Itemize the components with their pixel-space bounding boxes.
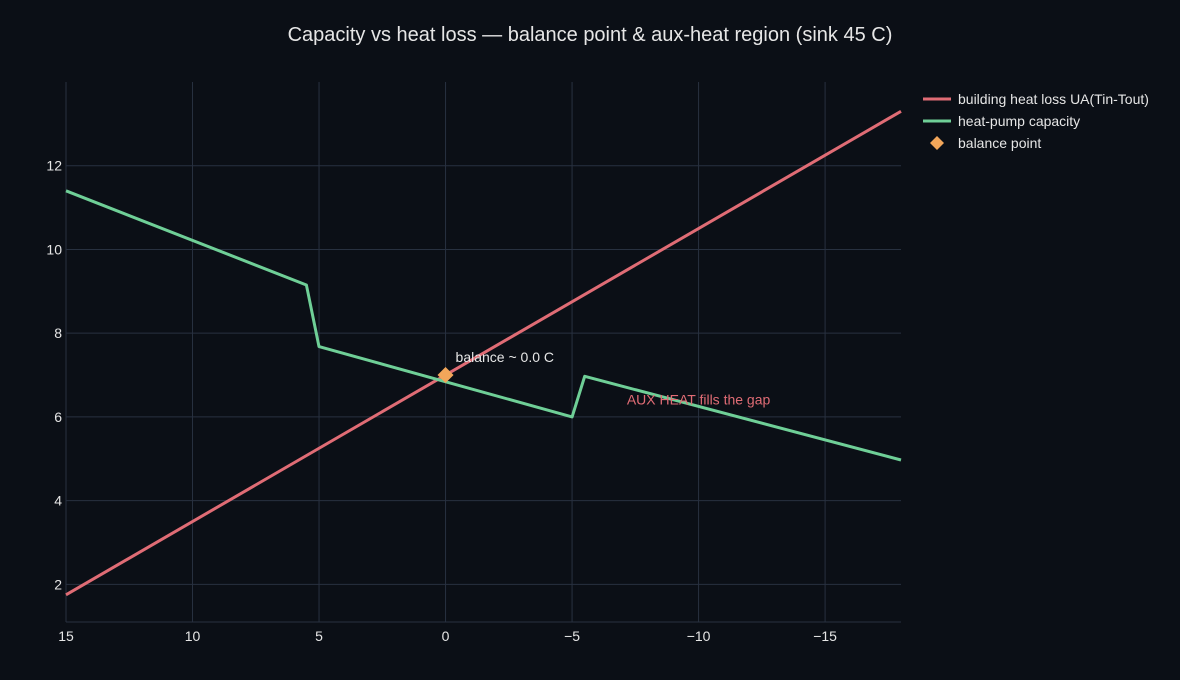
series-layer bbox=[65, 110, 902, 597]
y-tick-label: 12 bbox=[46, 158, 62, 174]
y-tick-label: 10 bbox=[46, 241, 62, 257]
legend-label-0: building heat loss UA(Tin-Tout) bbox=[958, 91, 1149, 107]
x-tick-label: 10 bbox=[185, 628, 201, 644]
annotation-layer: balance ~ 0.0 C AUX HEAT fills the gap bbox=[456, 349, 771, 408]
tick-layer: 15 10 5 0 −5 −10 −15 2 4 6 8 10 12 bbox=[46, 158, 837, 644]
grid-layer bbox=[65, 82, 901, 623]
legend-label-1: heat-pump capacity bbox=[958, 113, 1080, 129]
annotation-label: AUX HEAT fills the gap bbox=[627, 392, 771, 408]
x-tick-label: 0 bbox=[442, 628, 450, 644]
legend-layer: building heat loss UA(Tin-Tout) heat-pump… bbox=[923, 91, 1149, 151]
y-tick-label: 4 bbox=[54, 493, 62, 509]
series-line-0 bbox=[65, 110, 902, 597]
chart-title: Capacity vs heat loss — balance point & … bbox=[288, 24, 893, 46]
x-tick-label: 5 bbox=[315, 628, 323, 644]
y-tick-label: 6 bbox=[54, 409, 62, 425]
legend-swatch-2 bbox=[930, 136, 944, 150]
x-tick-label: −10 bbox=[687, 628, 711, 644]
x-tick-label: −15 bbox=[813, 628, 837, 644]
annotation-label: balance ~ 0.0 C bbox=[456, 349, 554, 365]
balance-point-marker bbox=[437, 367, 454, 384]
y-tick-label: 8 bbox=[54, 325, 62, 341]
legend-label-2: balance point bbox=[958, 135, 1041, 151]
x-tick-label: 15 bbox=[58, 628, 74, 644]
y-tick-label: 2 bbox=[54, 576, 62, 592]
x-tick-label: −5 bbox=[564, 628, 580, 644]
